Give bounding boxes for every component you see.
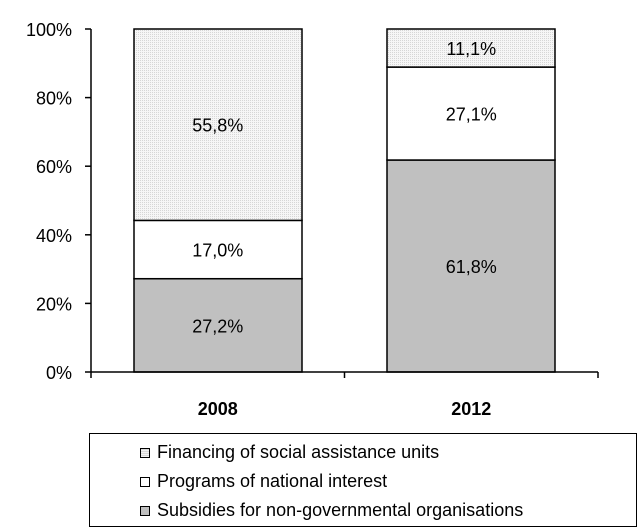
bar-2008-subsidies-for-non-governmental-organisations [133, 277, 303, 373]
legend-label-financing: Financing of social assistance units [157, 442, 440, 462]
y-tick-label: 60% [36, 157, 72, 177]
bar-2008-financing-of-social-assistance-units [133, 28, 303, 222]
data-label-2012-subsidies-for-non-governmental-organisations: 61,8% [446, 257, 497, 277]
data-label-2008-programs-of-national-interest: 17,0% [192, 241, 243, 261]
stacked-bar-chart: 27,2% 17,0% 55,8% 61,8% 27,1% 11,1% 0% 20% 40% 60… [26, 20, 599, 419]
data-label-2012-financing-of-social-assistance-units: 11,1% [446, 39, 496, 59]
y-tick-label: 0% [46, 363, 72, 383]
legend-label-subsidies: Subsidies for non-governmental organisat… [157, 500, 524, 520]
y-tick-label: 80% [36, 89, 72, 109]
legend-swatch-programs [140, 476, 150, 487]
y-tick-label: 40% [36, 226, 72, 246]
bar-2012-financing-of-social-assistance-units [386, 28, 556, 68]
y-tick-label: 20% [36, 294, 72, 314]
data-label-2008-subsidies-for-non-governmental-organisations: 27,2% [192, 316, 243, 336]
legend-item-subsidies-ngo: Subsidies for non-governmental organisat… [140, 500, 523, 521]
x-category-label-2008: 2008 [198, 399, 238, 419]
data-label-2008-financing-of-social-assistance-units: 55,8% [192, 116, 243, 136]
data-label-2012-programs-of-national-interest: 27,1% [446, 105, 497, 125]
legend-label-programs: Programs of national interest [157, 471, 388, 491]
legend-swatch-subsidies [140, 505, 150, 516]
legend: Financing of social assistance units Pro… [89, 433, 637, 527]
bar-2012-subsidies-for-non-governmental-organisations [386, 159, 556, 373]
bar-2008-programs-of-national-interest [133, 219, 303, 280]
legend-item-programs-national-interest: Programs of national interest [140, 471, 387, 492]
bar-2012-programs-of-national-interest [386, 66, 556, 161]
legend-item-financing-social-assistance: Financing of social assistance units [140, 442, 439, 463]
y-tick-label: 100% [26, 20, 72, 40]
x-category-label-2012: 2012 [451, 399, 491, 419]
legend-swatch-financing [140, 447, 150, 458]
